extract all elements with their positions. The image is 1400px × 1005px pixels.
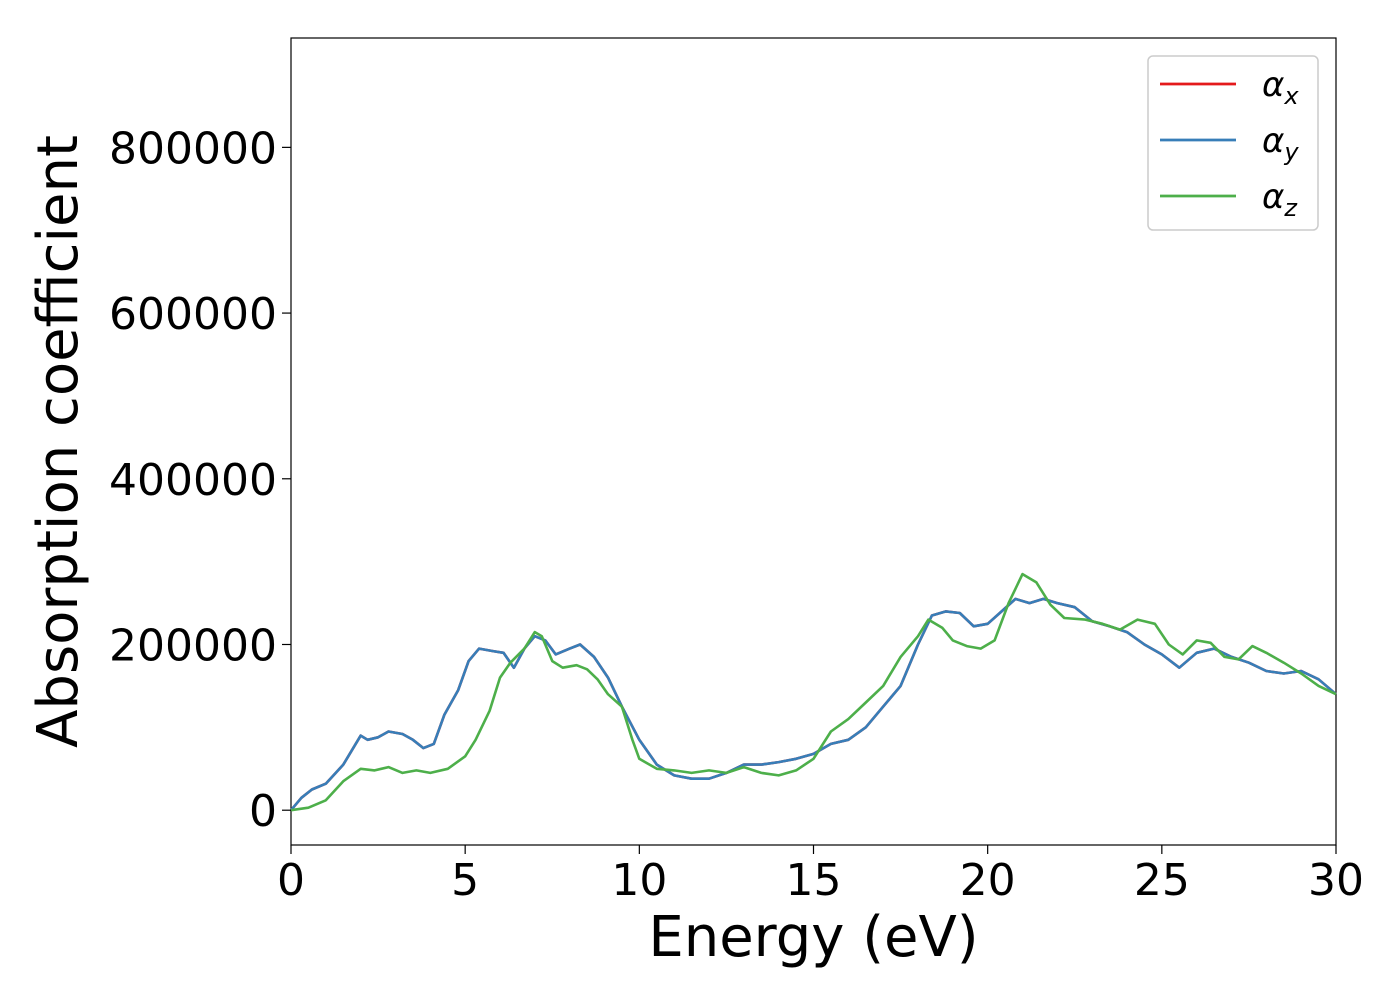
x-tick-label: 15: [786, 855, 842, 906]
y-axis-label: Absorption coefficient: [26, 135, 91, 748]
legend-label-y: αy: [1262, 121, 1299, 166]
series-line-z: [290, 572, 1337, 812]
x-tick-label: 30: [1308, 855, 1364, 906]
legend-label-z: αz: [1262, 177, 1298, 222]
x-tick-label: 10: [611, 855, 667, 906]
x-tick-label: 25: [1134, 855, 1190, 906]
x-tick-label: 20: [960, 855, 1016, 906]
y-tick-label: 400000: [109, 455, 277, 506]
legend-label-x: αx: [1262, 65, 1299, 110]
x-tick-label: 5: [451, 855, 479, 906]
y-tick-label: 200000: [109, 620, 277, 671]
legend-box: [1147, 55, 1319, 231]
legend-items: αx αy αz: [1160, 65, 1299, 222]
series-layer: [290, 572, 1337, 812]
legend: αx αy αz: [1147, 55, 1319, 231]
y-tick-label: 0: [249, 786, 277, 837]
series-line-y: [290, 597, 1337, 812]
x-axis-ticks: 0 5 10 15 20 25 30: [277, 845, 1364, 906]
y-axis-ticks: 0 200000 400000 600000 800000: [109, 123, 291, 837]
y-tick-label: 800000: [109, 123, 277, 174]
y-tick-label: 600000: [109, 289, 277, 340]
x-axis-label: Energy (eV): [648, 905, 978, 970]
x-tick-label: 0: [277, 855, 305, 906]
